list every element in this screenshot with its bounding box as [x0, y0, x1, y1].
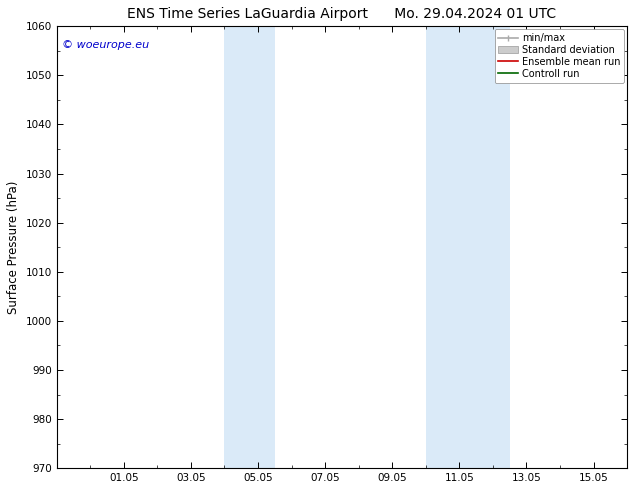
- Y-axis label: Surface Pressure (hPa): Surface Pressure (hPa): [7, 180, 20, 314]
- Bar: [425, 26, 510, 468]
- Legend: min/max, Standard deviation, Ensemble mean run, Controll run: min/max, Standard deviation, Ensemble me…: [495, 29, 624, 83]
- Bar: [224, 26, 275, 468]
- Title: ENS Time Series LaGuardia Airport      Mo. 29.04.2024 01 UTC: ENS Time Series LaGuardia Airport Mo. 29…: [127, 7, 557, 21]
- Text: © woeurope.eu: © woeurope.eu: [62, 40, 150, 49]
